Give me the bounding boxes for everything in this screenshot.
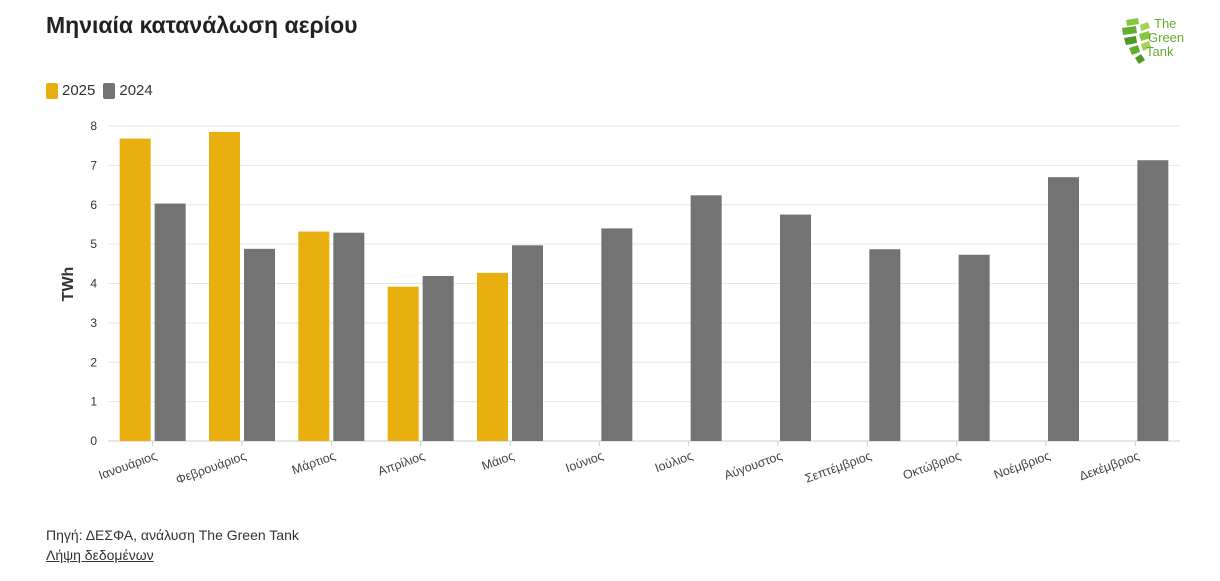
chart-title: Μηνιαία κατανάλωση αερίου [46, 12, 358, 38]
x-tick-label: Αύγουστος [722, 449, 784, 483]
x-tick-label: Οκτώβριος [901, 449, 963, 483]
legend-item-2025[interactable]: 2025 [46, 82, 95, 99]
bar-2024-6[interactable] [601, 228, 633, 441]
y-tick-label: 3 [90, 316, 97, 330]
legend-swatch-2024 [103, 82, 116, 99]
y-tick-label: 8 [90, 119, 97, 133]
grid-lines [108, 125, 1180, 446]
bar-2024-1[interactable] [154, 203, 186, 441]
y-tick-label: 0 [90, 434, 97, 448]
bar-2024-9[interactable] [869, 249, 901, 441]
download-data-link[interactable]: Λήψη δεδομένων [46, 547, 154, 563]
bars [119, 131, 1169, 441]
x-tick-label: Ιούλιος [653, 449, 695, 476]
y-tick-label: 7 [90, 158, 97, 172]
bar-2025-1[interactable] [119, 138, 151, 441]
footer: Πηγή: ΔΕΣΦΑ, ανάλυση The Green Tank Λήψη… [46, 525, 299, 565]
logo-mark-icon [1122, 18, 1151, 64]
source-note: Πηγή: ΔΕΣΦΑ, ανάλυση The Green Tank [46, 527, 299, 543]
logo-text-line2: Green [1148, 30, 1184, 45]
bar-2025-3[interactable] [298, 231, 330, 441]
bar-2024-11[interactable] [1048, 177, 1079, 441]
bar-2025-2[interactable] [209, 131, 240, 441]
bar-2025-5[interactable] [477, 272, 508, 441]
y-tick-label: 1 [90, 395, 97, 409]
bar-chart: 0 1 2 3 4 5 6 7 8 Ιανουάριος Φεβρουάριος Μάρτιος Απ… [60, 119, 1180, 487]
x-axis-labels: Ιανουάριος Φεβρουάριος Μάρτιος Απρίλιος Μάιο… [97, 449, 1142, 487]
y-tick-label: 4 [90, 277, 97, 291]
x-tick-label: Νοέμβριος [992, 449, 1052, 482]
y-tick-label: 2 [90, 355, 97, 369]
y-tick-label: 6 [90, 198, 97, 212]
legend-label-2025: 2025 [62, 82, 96, 99]
legend: 2025 2024 [46, 82, 153, 99]
x-tick-label: Μάρτιος [290, 449, 337, 478]
bar-2025-4[interactable] [387, 286, 419, 441]
bar-2024-3[interactable] [333, 232, 365, 441]
logo-text-line1: The [1154, 16, 1176, 31]
x-tick-label: Ιούνιος [564, 449, 606, 476]
x-tick-label: Μάιος [480, 449, 516, 474]
bar-2024-2[interactable] [244, 248, 275, 441]
x-tick-label: Φεβρουάριος [174, 449, 248, 487]
legend-swatch-2025 [46, 82, 58, 99]
y-axis-ticks: 0 1 2 3 4 5 6 7 8 [90, 119, 97, 448]
x-tick-label: Ιανουάριος [97, 449, 159, 483]
legend-item-2024[interactable]: 2024 [103, 82, 153, 99]
bar-2024-7[interactable] [690, 195, 722, 441]
x-tick-label: Δεκέμβριος [1077, 449, 1141, 484]
x-tick-label: Απρίλιος [376, 449, 427, 479]
bar-2024-10[interactable] [958, 254, 990, 441]
y-axis-label: TWh [60, 267, 77, 302]
bar-2024-12[interactable] [1137, 160, 1169, 441]
y-tick-label: 5 [90, 237, 97, 251]
green-tank-logo: The Green Tank [1122, 16, 1184, 64]
bar-2024-5[interactable] [512, 245, 543, 441]
legend-label-2024: 2024 [119, 82, 153, 99]
bar-2024-8[interactable] [780, 214, 811, 441]
bar-2024-4[interactable] [422, 276, 454, 441]
x-tick-label: Σεπτέμβριος [803, 449, 873, 486]
logo-text-line3: Tank [1146, 44, 1174, 59]
